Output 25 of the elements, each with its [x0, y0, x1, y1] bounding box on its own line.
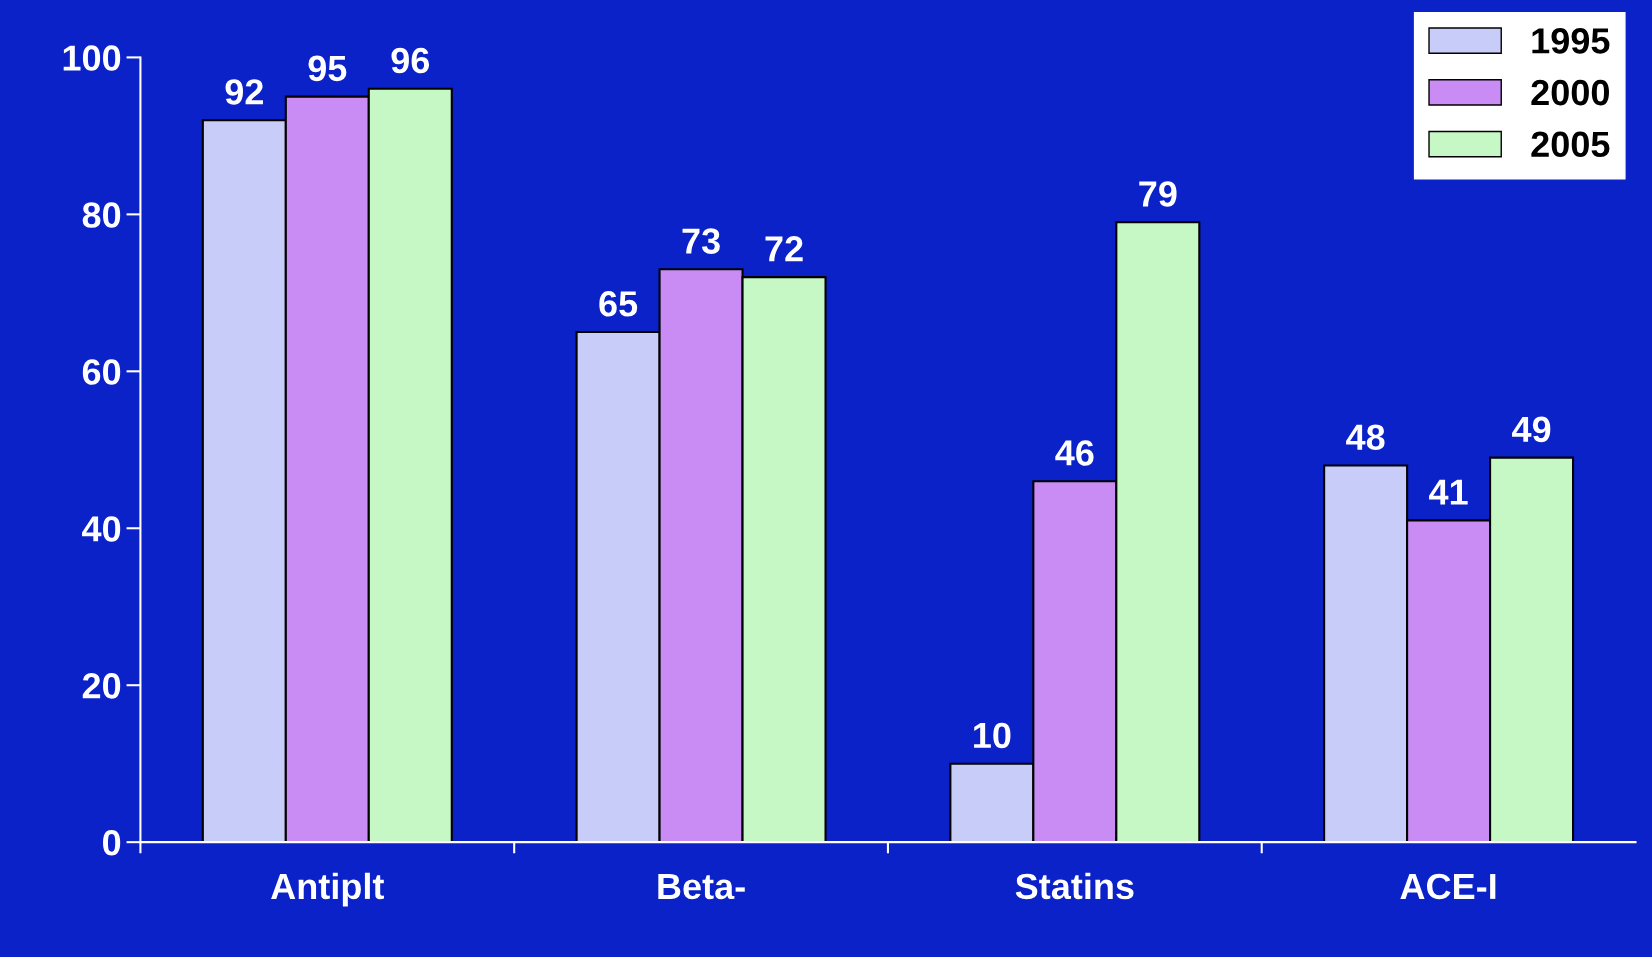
data-label: 46: [1055, 440, 1094, 466]
data-label: 92: [225, 79, 263, 105]
y-tick-label: 100: [63, 45, 121, 71]
data-label: 41: [1429, 479, 1468, 505]
y-tick-label: 80: [82, 202, 121, 228]
x-tick-label: Beta-: [658, 874, 745, 900]
data-label: 79: [1139, 181, 1177, 207]
data-label: 48: [1346, 424, 1385, 451]
y-tick-label: 40: [82, 516, 121, 542]
legend-label: 2000: [1531, 79, 1609, 106]
x-tick-label: ACE-I: [1400, 873, 1496, 900]
data-label: 72: [765, 236, 803, 262]
x-tick-label: Statins: [1015, 872, 1134, 900]
y-tick-label: 0: [103, 830, 121, 856]
y-tick-label: 60: [82, 359, 121, 385]
data-label: 10: [974, 722, 1011, 749]
data-label: 65: [599, 291, 638, 317]
data-label: 73: [682, 228, 720, 254]
legend-label: 1995: [1532, 28, 1610, 54]
x-tick-label: Antiplt: [271, 872, 385, 907]
y-tick-label: 20: [82, 673, 121, 699]
data-label: 95: [308, 55, 347, 82]
legend-label: 2005: [1531, 131, 1610, 158]
data-label: 96: [391, 47, 430, 74]
data-label: 49: [1512, 416, 1551, 443]
